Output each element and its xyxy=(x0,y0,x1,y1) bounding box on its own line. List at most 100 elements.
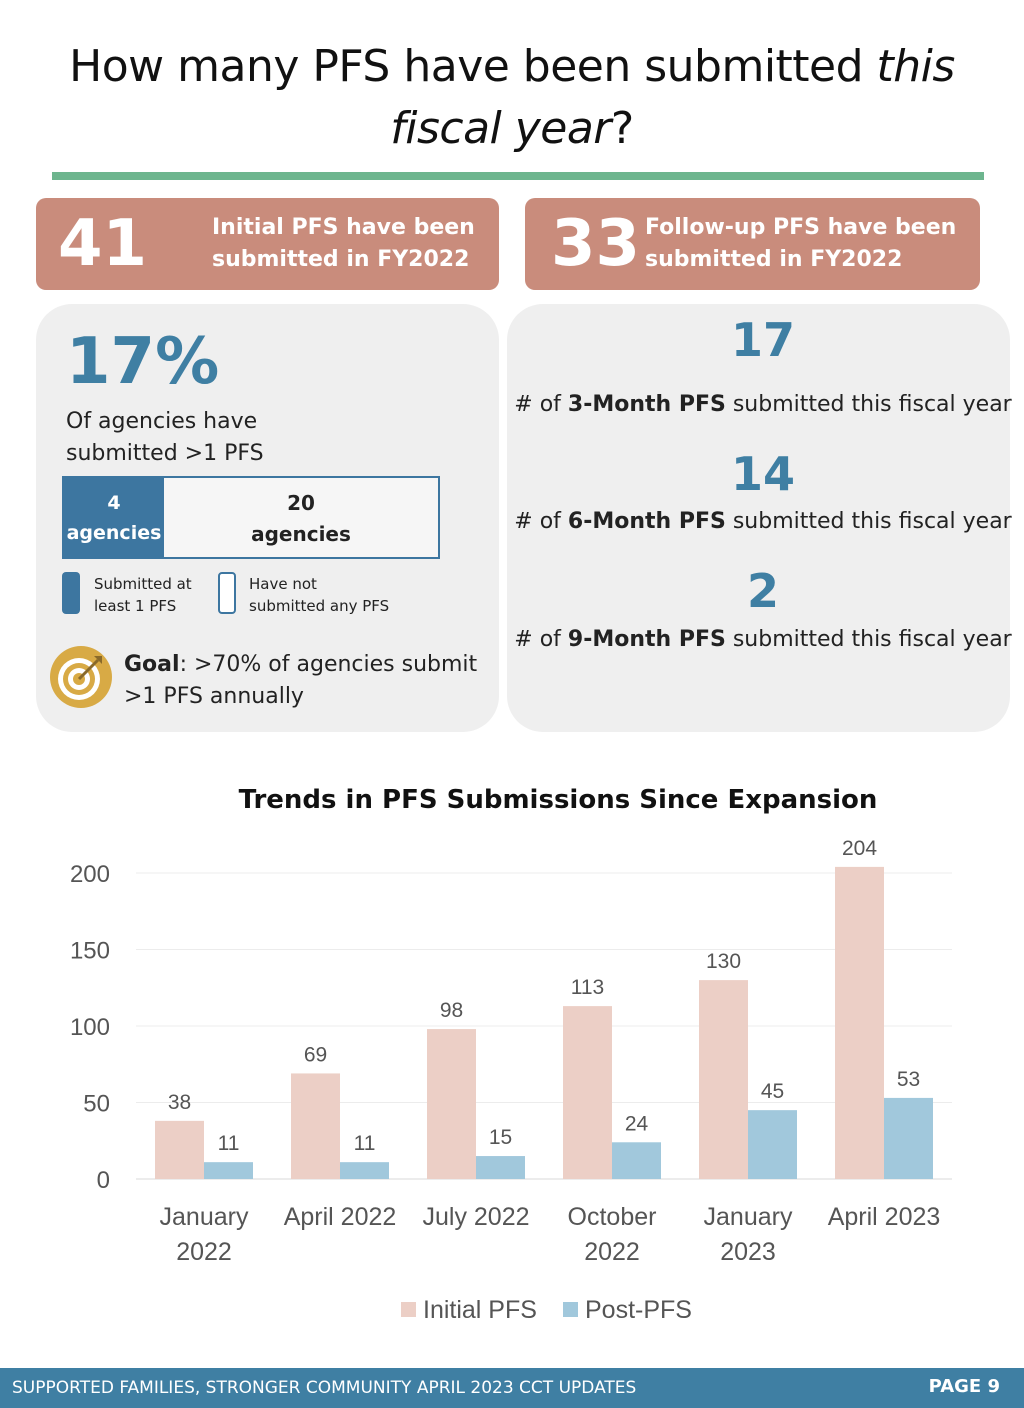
stat-6month-suffix: submitted this fiscal year xyxy=(725,509,1012,534)
legend-not-line2: submitted any PFS xyxy=(249,597,390,615)
page-title: How many PFS have been submitted this fi… xyxy=(0,36,1024,160)
agency-proportion-bar: 4 agencies 20 agencies xyxy=(62,476,440,559)
legend-submitted-label: Submitted at least 1 PFS xyxy=(94,573,192,617)
stat-3month-suffix: submitted this fiscal year xyxy=(725,392,1012,417)
followup-pfs-count: 33 xyxy=(551,207,641,281)
goal-statement: Goal: >70% of agencies submit >1 PFS ann… xyxy=(124,649,484,713)
y-tick-label: 200 xyxy=(70,861,110,888)
y-tick-label: 50 xyxy=(83,1091,110,1118)
legend-label: Initial PFS xyxy=(423,1296,537,1324)
data-label: 38 xyxy=(168,1091,191,1114)
bar-initial-2 xyxy=(427,1029,476,1179)
legend-submitted-line1: Submitted at xyxy=(94,575,192,593)
x-tick-label: January xyxy=(704,1203,793,1231)
stat-6month-bold: 6-Month PFS xyxy=(567,509,726,534)
x-tick-label: 2023 xyxy=(720,1238,776,1266)
title-divider xyxy=(52,172,984,180)
data-label: 53 xyxy=(897,1068,920,1091)
data-label: 11 xyxy=(354,1132,376,1155)
data-label: 204 xyxy=(842,837,877,860)
initial-pfs-count: 41 xyxy=(58,207,148,281)
legend-not-submitted-swatch xyxy=(218,572,236,614)
legend-label: Post-PFS xyxy=(585,1296,692,1324)
stat-6month-label: # of 6-Month PFS submitted this fiscal y… xyxy=(508,507,1018,537)
stat-3month-prefix: # of xyxy=(514,392,568,417)
bar-initial-0 xyxy=(155,1120,204,1179)
stat-9month-label: # of 9-Month PFS submitted this fiscal y… xyxy=(508,625,1018,655)
x-tick-label: 2022 xyxy=(176,1238,232,1266)
bar-post-3 xyxy=(612,1142,661,1179)
legend-swatch-post xyxy=(563,1302,578,1317)
agency-desc-line2: submitted >1 PFS xyxy=(66,441,264,466)
data-label: 69 xyxy=(304,1043,327,1066)
initial-pfs-label: Initial PFS have been submitted in FY202… xyxy=(212,212,475,276)
footer-text: SUPPORTED FAMILIES, STRONGER COMMUNITY A… xyxy=(12,1378,637,1398)
bar-initial-1 xyxy=(291,1073,340,1179)
x-tick-label: January xyxy=(160,1203,249,1231)
initial-pfs-label-line2: submitted in FY2022 xyxy=(212,247,470,272)
legend-submitted-line2: least 1 PFS xyxy=(94,597,177,615)
stat-9month-bold: 9-Month PFS xyxy=(567,627,726,652)
legend-swatch-initial xyxy=(401,1302,416,1317)
data-label: 113 xyxy=(571,976,604,999)
bar-initial-3 xyxy=(563,1006,612,1179)
not-submitted-agencies-count: 20 xyxy=(287,491,315,515)
page-number: PAGE 9 xyxy=(928,1376,1000,1397)
goal-label: Goal xyxy=(124,652,180,677)
goal-text-line1: : >70% of agencies submit xyxy=(179,652,478,677)
not-submitted-agencies-unit: agencies xyxy=(251,522,351,546)
submitted-agencies-segment: 4 agencies xyxy=(64,478,164,557)
y-tick-label: 150 xyxy=(70,938,110,965)
goal-text-line2: >1 PFS annually xyxy=(124,684,304,709)
x-tick-label: April 2023 xyxy=(828,1203,941,1231)
followup-stats-panel xyxy=(507,304,1010,732)
title-italic-fiscal-year: fiscal year xyxy=(390,103,611,154)
title-question-mark: ? xyxy=(610,103,634,154)
legend-not-submitted-label: Have not submitted any PFS xyxy=(249,573,389,617)
stat-3month-bold: 3-Month PFS xyxy=(567,392,726,417)
agency-percent-description: Of agencies have submitted >1 PFS xyxy=(66,406,264,470)
x-tick-label: October xyxy=(568,1203,657,1231)
stat-9month-suffix: submitted this fiscal year xyxy=(725,627,1012,652)
title-text: How many PFS have been submitted xyxy=(69,41,877,92)
legend-submitted-swatch xyxy=(62,572,80,614)
bar-post-5 xyxy=(884,1097,933,1179)
legend-not-line1: Have not xyxy=(249,575,317,593)
data-label: 11 xyxy=(218,1132,240,1155)
bar-initial-4 xyxy=(699,980,748,1179)
y-tick-label: 0 xyxy=(97,1167,110,1194)
title-italic-this: this xyxy=(876,41,956,92)
followup-pfs-label: Follow-up PFS have been submitted in FY2… xyxy=(645,212,956,276)
stat-9month-prefix: # of xyxy=(514,627,568,652)
pfs-trend-chart: 0 50 100 150 200 38 69 98 113 130 204 11 11 15 24 45 53 J… xyxy=(70,837,952,1324)
data-label: 15 xyxy=(489,1126,512,1149)
initial-pfs-banner: 41 Initial PFS have been submitted in FY… xyxy=(36,198,499,290)
stat-6month-prefix: # of xyxy=(514,509,568,534)
stat-9month-count: 2 xyxy=(746,564,779,618)
data-label: 98 xyxy=(440,999,463,1022)
bar-post-2 xyxy=(476,1156,525,1179)
followup-pfs-label-line1: Follow-up PFS have been xyxy=(645,215,957,240)
bar-post-1 xyxy=(340,1162,389,1179)
stat-6month-count: 14 xyxy=(730,447,795,501)
target-icon xyxy=(50,646,112,708)
followup-pfs-banner: 33 Follow-up PFS have been submitted in … xyxy=(525,198,980,290)
x-tick-label: 2022 xyxy=(584,1238,640,1266)
data-label: 24 xyxy=(625,1112,649,1135)
chart-title: Trends in PFS Submissions Since Expansio… xyxy=(238,785,878,815)
agency-percent: 17% xyxy=(66,325,220,399)
footer: SUPPORTED FAMILIES, STRONGER COMMUNITY A… xyxy=(0,1368,1024,1408)
y-tick-label: 100 xyxy=(70,1014,110,1041)
stat-3month-count: 17 xyxy=(730,313,795,367)
x-tick-label: April 2022 xyxy=(284,1203,397,1231)
initial-pfs-label-line1: Initial PFS have been xyxy=(212,215,475,240)
followup-pfs-label-line2: submitted in FY2022 xyxy=(645,247,903,272)
submitted-agencies-count: 4 xyxy=(107,492,121,514)
submitted-agencies-unit: agencies xyxy=(66,522,162,544)
bar-post-0 xyxy=(204,1162,253,1179)
x-tick-label: July 2022 xyxy=(422,1203,529,1231)
data-label: 130 xyxy=(706,950,741,973)
not-submitted-agencies-segment: 20 agencies xyxy=(164,478,438,557)
stat-3month-label: # of 3-Month PFS submitted this fiscal y… xyxy=(508,390,1018,420)
bar-post-4 xyxy=(748,1110,797,1179)
